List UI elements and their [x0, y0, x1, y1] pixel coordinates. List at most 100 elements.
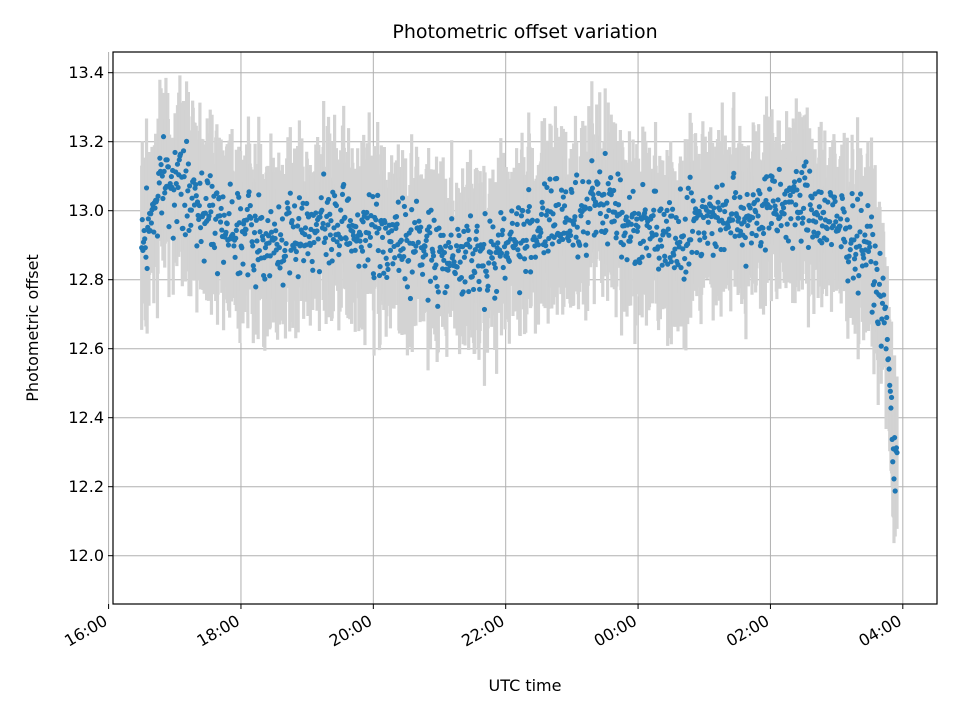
data-point — [803, 159, 809, 165]
data-point — [696, 230, 702, 236]
data-point — [754, 220, 760, 226]
data-point — [865, 248, 872, 255]
data-point — [646, 224, 653, 231]
data-point — [595, 180, 601, 186]
data-point — [624, 257, 630, 263]
data-point — [521, 221, 527, 227]
data-point — [493, 288, 500, 295]
data-point — [796, 177, 802, 183]
data-point — [845, 259, 852, 265]
data-point — [509, 220, 515, 226]
data-point — [384, 274, 390, 281]
data-point — [619, 209, 625, 215]
data-point — [875, 320, 881, 327]
data-point — [336, 251, 342, 258]
data-point — [520, 208, 526, 214]
data-point — [197, 225, 204, 231]
data-point — [654, 224, 660, 230]
data-point — [890, 459, 896, 465]
data-point — [406, 257, 412, 264]
data-point — [508, 229, 514, 235]
data-point — [365, 257, 371, 263]
data-point — [665, 226, 671, 232]
data-point — [355, 212, 361, 218]
data-point — [331, 225, 337, 231]
data-point — [869, 309, 875, 315]
data-point — [155, 193, 161, 199]
data-point — [399, 195, 406, 201]
data-point — [271, 221, 278, 227]
data-point — [637, 259, 643, 266]
data-point — [720, 220, 727, 226]
data-point — [833, 219, 839, 225]
data-point — [690, 198, 696, 204]
y-axis: 12.0 12.2 12.4 12.6 12.8 13.0 13.2 13.4 — [68, 63, 113, 565]
data-point — [225, 242, 232, 248]
data-point — [613, 235, 619, 241]
data-point — [458, 275, 465, 281]
data-point — [634, 216, 640, 222]
data-point — [615, 202, 622, 208]
data-point — [358, 244, 364, 250]
data-point — [276, 204, 282, 210]
data-point — [747, 205, 753, 211]
data-point — [847, 224, 853, 230]
data-point — [697, 237, 703, 243]
data-point — [375, 247, 381, 254]
data-point — [202, 210, 208, 216]
data-point — [603, 213, 610, 219]
data-point — [730, 174, 736, 180]
data-point — [805, 244, 812, 251]
data-point — [287, 270, 293, 276]
data-point — [305, 251, 311, 257]
data-point — [333, 202, 340, 209]
data-point — [731, 170, 737, 177]
data-point — [327, 232, 333, 238]
data-point — [790, 245, 796, 251]
data-point — [781, 211, 787, 217]
data-point — [631, 210, 637, 216]
data-point — [655, 266, 662, 272]
data-point — [880, 275, 886, 281]
data-point — [383, 255, 389, 261]
data-point — [550, 211, 556, 217]
plot-frame — [112, 51, 938, 605]
data-point — [321, 239, 327, 246]
data-point — [816, 204, 822, 210]
data-point — [837, 223, 843, 229]
data-point — [319, 207, 325, 213]
data-point — [254, 238, 260, 244]
data-point — [362, 263, 368, 269]
data-point — [543, 212, 549, 218]
data-point — [827, 219, 833, 225]
data-point — [193, 193, 199, 199]
data-point — [665, 261, 671, 267]
data-point — [145, 216, 151, 222]
data-point — [671, 252, 677, 258]
data-point — [771, 178, 778, 184]
data-point — [784, 221, 790, 227]
data-point — [377, 263, 383, 270]
data-point — [311, 239, 317, 246]
data-point — [347, 240, 353, 246]
data-point — [549, 241, 556, 247]
data-point — [249, 239, 255, 245]
data-point — [295, 223, 301, 229]
data-point — [687, 174, 693, 180]
data-point — [267, 273, 273, 279]
data-point — [583, 252, 589, 258]
data-point — [385, 266, 391, 272]
data-point — [571, 221, 577, 227]
data-point — [868, 214, 875, 220]
data-point — [376, 272, 383, 279]
data-point — [427, 230, 433, 236]
data-point — [614, 230, 620, 236]
data-point — [208, 209, 214, 215]
data-point — [623, 214, 630, 220]
data-point — [356, 263, 362, 269]
data-point — [457, 259, 463, 265]
data-point — [731, 194, 738, 201]
data-point — [666, 232, 672, 238]
data-point — [847, 247, 853, 253]
data-point — [212, 230, 218, 236]
